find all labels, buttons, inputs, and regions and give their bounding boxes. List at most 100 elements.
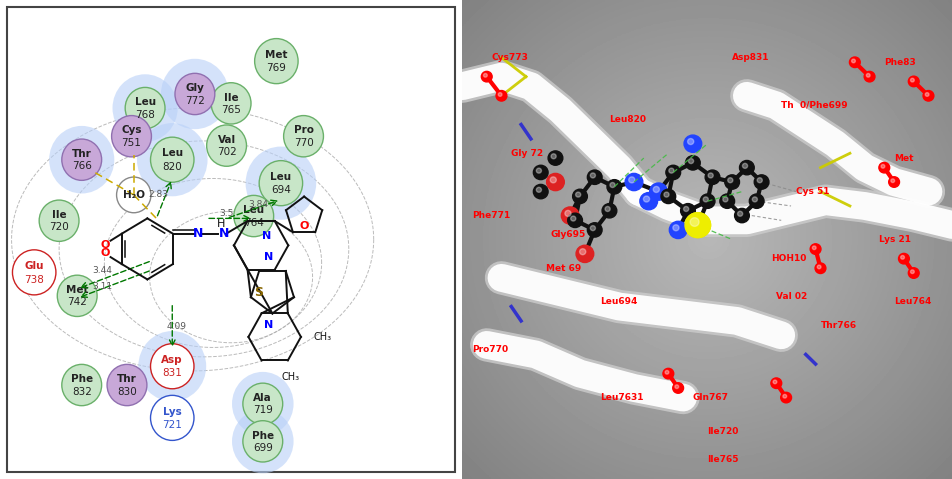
Text: O: O <box>100 240 109 251</box>
Circle shape <box>125 87 165 129</box>
Circle shape <box>687 159 693 164</box>
Circle shape <box>567 213 582 228</box>
Circle shape <box>907 76 918 87</box>
Circle shape <box>579 249 585 255</box>
Circle shape <box>737 211 742 217</box>
Text: Leu694: Leu694 <box>599 297 636 306</box>
Circle shape <box>161 59 228 129</box>
Circle shape <box>700 194 714 208</box>
Circle shape <box>605 206 609 211</box>
Text: Thr: Thr <box>117 374 137 384</box>
Circle shape <box>739 160 753 175</box>
Text: 720: 720 <box>50 222 69 232</box>
Text: 766: 766 <box>71 161 91 171</box>
Circle shape <box>62 365 102 406</box>
Circle shape <box>284 115 323 157</box>
Text: Ala: Ala <box>253 393 272 403</box>
Circle shape <box>483 73 486 77</box>
Circle shape <box>722 197 727 202</box>
Circle shape <box>639 193 657 210</box>
Circle shape <box>689 217 699 227</box>
Circle shape <box>536 168 541 173</box>
Circle shape <box>231 410 293 473</box>
Circle shape <box>661 189 675 204</box>
Circle shape <box>536 187 541 192</box>
Text: 751: 751 <box>122 138 141 148</box>
Circle shape <box>909 78 913 82</box>
Text: H: H <box>217 219 226 229</box>
Circle shape <box>207 125 247 166</box>
Circle shape <box>547 151 563 165</box>
Circle shape <box>606 180 621 194</box>
Circle shape <box>683 206 688 211</box>
Circle shape <box>561 207 579 224</box>
Circle shape <box>748 194 764 208</box>
Text: Gly695: Gly695 <box>550 230 585 239</box>
Text: 820: 820 <box>162 162 182 172</box>
Text: Leu764: Leu764 <box>893 297 930 306</box>
Text: 765: 765 <box>221 105 241 115</box>
Circle shape <box>643 196 649 202</box>
Circle shape <box>572 189 586 204</box>
Text: Leu: Leu <box>162 148 183 159</box>
Circle shape <box>586 170 602 184</box>
Circle shape <box>719 194 734 208</box>
Circle shape <box>107 365 147 406</box>
Text: S: S <box>254 286 263 299</box>
Text: Cys773: Cys773 <box>491 53 528 62</box>
Text: 3.5: 3.5 <box>219 209 233 218</box>
Text: Thr: Thr <box>71 149 91 159</box>
Text: Lys: Lys <box>163 407 182 417</box>
Circle shape <box>246 147 316 220</box>
Text: N: N <box>262 230 271 240</box>
Circle shape <box>783 394 785 398</box>
Circle shape <box>546 173 564 191</box>
Circle shape <box>863 71 874 82</box>
Circle shape <box>686 138 693 145</box>
Text: Leu: Leu <box>270 172 291 182</box>
Circle shape <box>724 175 739 189</box>
Text: 2.83: 2.83 <box>149 191 169 199</box>
Text: 699: 699 <box>252 443 272 453</box>
Circle shape <box>116 177 150 213</box>
Circle shape <box>150 395 194 440</box>
Circle shape <box>589 226 595 230</box>
Text: 3.84: 3.84 <box>248 200 268 209</box>
Text: 3.44: 3.44 <box>92 265 112 274</box>
Text: N: N <box>263 320 272 330</box>
Text: Pro: Pro <box>293 125 313 136</box>
Circle shape <box>704 170 719 184</box>
Circle shape <box>811 246 815 250</box>
Circle shape <box>770 378 781 388</box>
Text: 764: 764 <box>244 217 264 228</box>
Circle shape <box>753 175 768 189</box>
Circle shape <box>865 73 869 77</box>
Circle shape <box>254 39 298 84</box>
Circle shape <box>496 91 506 101</box>
Circle shape <box>898 253 908 264</box>
Text: Glu: Glu <box>25 261 44 271</box>
Circle shape <box>684 213 710 238</box>
Text: N: N <box>264 252 273 262</box>
Text: Lys 21: Lys 21 <box>879 235 910 244</box>
Text: Met: Met <box>265 50 288 60</box>
Text: Ile720: Ile720 <box>706 427 738 435</box>
Circle shape <box>565 210 570 217</box>
Text: 4.09: 4.09 <box>167 322 187 331</box>
Circle shape <box>703 197 707 202</box>
Text: Gly 72: Gly 72 <box>510 149 543 158</box>
Circle shape <box>672 225 679 231</box>
Circle shape <box>684 135 701 152</box>
Circle shape <box>890 179 894 182</box>
Text: Gly: Gly <box>186 83 204 93</box>
Circle shape <box>138 331 206 401</box>
Circle shape <box>243 383 283 424</box>
Circle shape <box>772 380 776 384</box>
Circle shape <box>589 173 595 178</box>
Circle shape <box>757 178 762 183</box>
Circle shape <box>680 204 695 218</box>
Text: CH₃: CH₃ <box>313 332 331 342</box>
Text: Phe: Phe <box>251 431 273 441</box>
Circle shape <box>672 383 683 393</box>
Circle shape <box>809 244 820 254</box>
